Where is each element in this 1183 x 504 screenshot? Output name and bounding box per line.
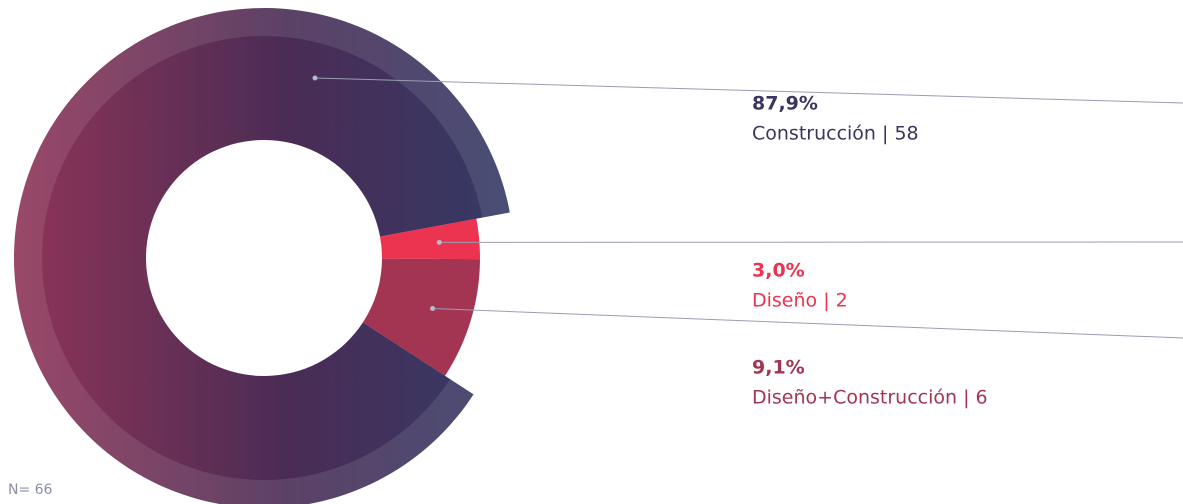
labels: 87,9% Construcción | 58 3,0% Diseño | 2 9,1%… <box>312 75 1183 409</box>
leader-dot <box>430 306 436 312</box>
category-label: Diseño | 2 <box>752 290 848 312</box>
value-label: 9,1% <box>752 357 805 379</box>
donut-segment <box>380 218 480 260</box>
leader-line <box>432 308 1183 339</box>
donut-segment <box>362 258 480 376</box>
value-label: 87,9% <box>752 93 818 115</box>
sample-size-note: N= 66 <box>8 482 53 498</box>
category-label: Construcción | 58 <box>752 123 919 145</box>
donut-segment <box>14 8 510 504</box>
value-label: 3,0% <box>752 260 805 282</box>
leader-line <box>314 77 1183 104</box>
donut <box>14 8 510 504</box>
leader-dot <box>312 75 318 81</box>
leader-dot <box>436 239 442 245</box>
category-label: Diseño+Construcción | 6 <box>752 387 988 409</box>
